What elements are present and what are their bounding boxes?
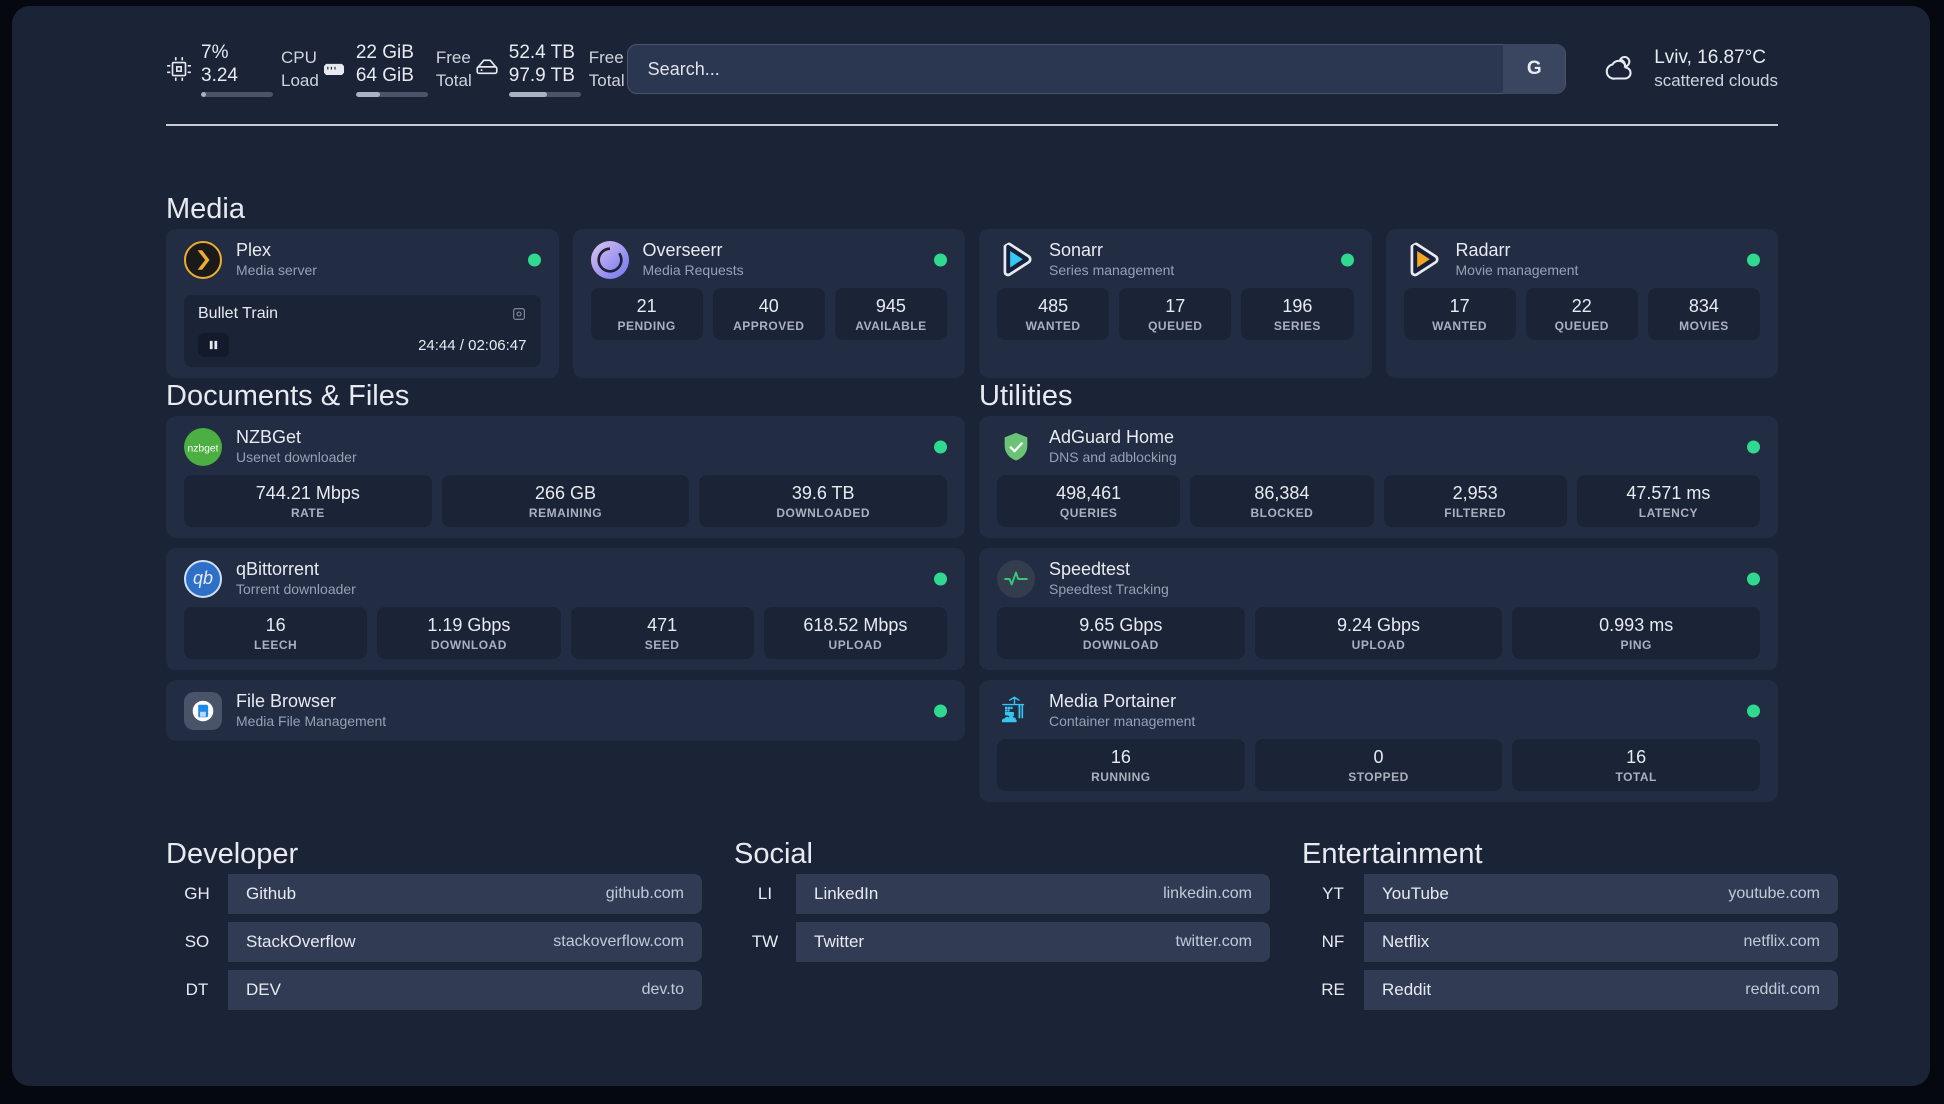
svg-text:nzbget: nzbget — [188, 443, 218, 454]
